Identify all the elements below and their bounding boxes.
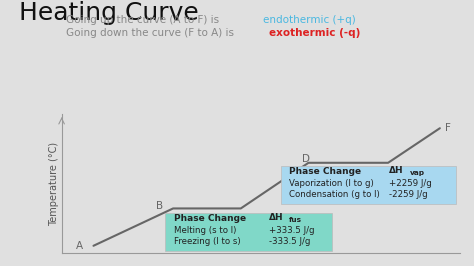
Text: +333.5 J/g: +333.5 J/g [269,226,314,235]
Text: Going up the curve (A to F) is: Going up the curve (A to F) is [66,15,223,25]
Text: -2259 J/g: -2259 J/g [389,190,428,200]
FancyBboxPatch shape [165,213,332,251]
Text: Freezing (l to s): Freezing (l to s) [173,238,240,246]
Text: Melting (s to l): Melting (s to l) [173,226,236,235]
Text: +2259 J/g: +2259 J/g [389,179,432,188]
Text: Condensation (g to l): Condensation (g to l) [289,190,380,200]
Text: -333.5 J/g: -333.5 J/g [269,238,310,246]
Text: fus: fus [289,217,302,223]
Text: endothermic (+q): endothermic (+q) [263,15,356,25]
Text: D: D [302,154,310,164]
Text: exothermic (-q): exothermic (-q) [269,28,361,38]
Text: ΔH: ΔH [269,214,283,222]
Text: Heating Curve: Heating Curve [19,1,199,25]
Text: Going down the curve (F to A) is: Going down the curve (F to A) is [66,28,237,38]
Text: B: B [155,201,163,211]
Text: Phase Change: Phase Change [173,214,246,223]
Text: vap: vap [410,170,425,176]
Text: Phase Change: Phase Change [289,167,362,176]
Text: F: F [445,123,451,133]
Text: ΔH: ΔH [389,167,404,176]
Y-axis label: Temperature (°C): Temperature (°C) [49,142,59,226]
FancyBboxPatch shape [281,165,456,204]
Text: A: A [76,241,83,251]
Text: Vaporization (l to g): Vaporization (l to g) [289,179,374,188]
